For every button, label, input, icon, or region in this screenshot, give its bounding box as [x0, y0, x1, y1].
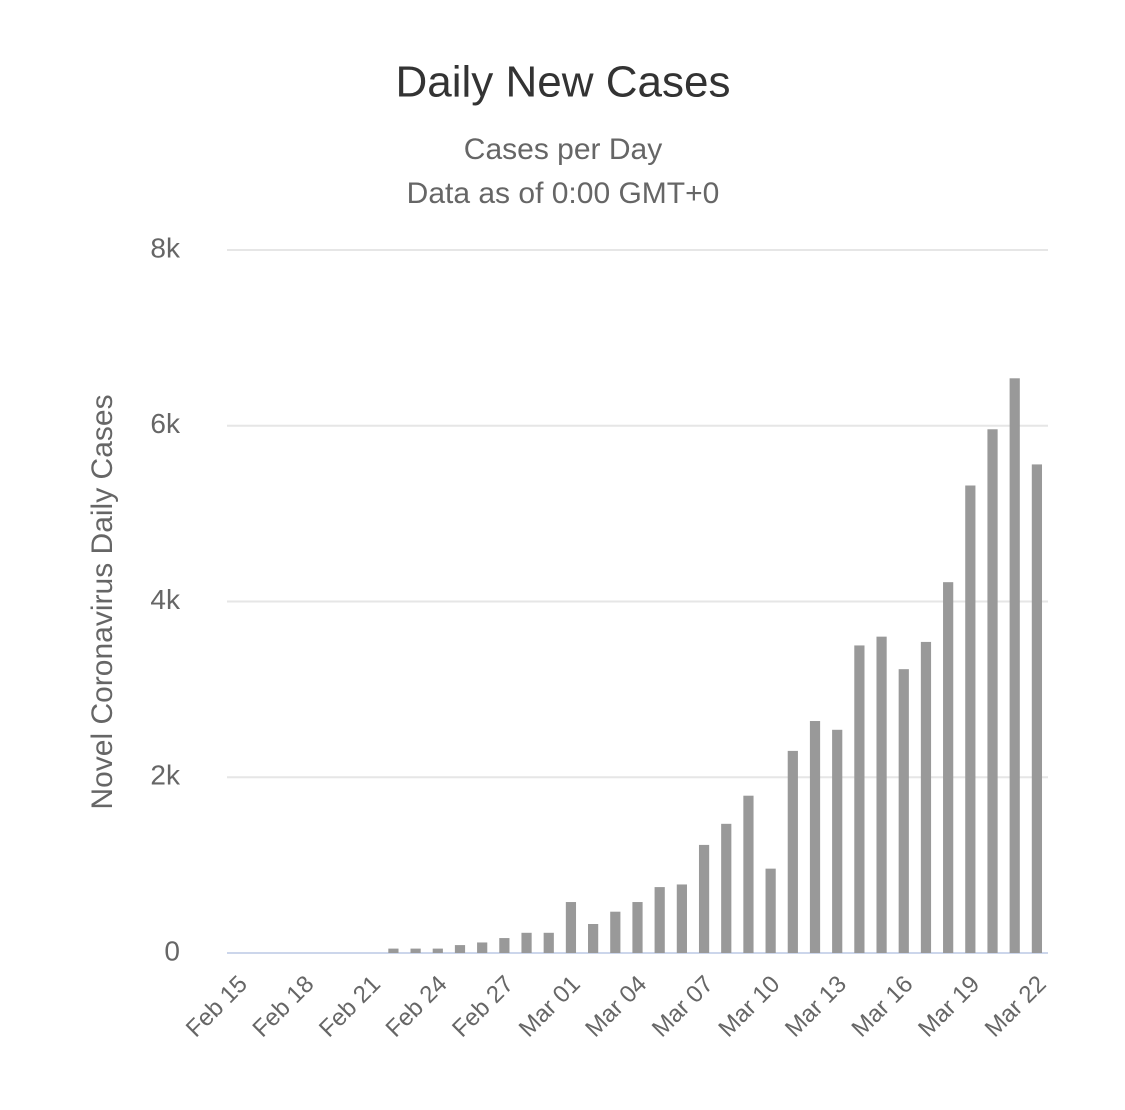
y-tick-label: 2k [150, 760, 181, 791]
bar [743, 795, 754, 953]
bar [809, 721, 821, 953]
bar [454, 945, 466, 953]
y-tick-label: 4k [150, 584, 181, 615]
bar [898, 669, 909, 953]
bar [388, 948, 399, 953]
bar [765, 868, 776, 953]
bar [698, 844, 710, 953]
bar [676, 884, 687, 953]
chart-title: Daily New Cases [396, 58, 731, 107]
bar [521, 932, 532, 953]
y-tick-label: 0 [164, 935, 180, 966]
bar [721, 823, 732, 953]
bar [920, 641, 932, 953]
bar [787, 750, 798, 953]
bar [410, 948, 421, 953]
y-axis-label: Novel Coronavirus Daily Cases [86, 394, 119, 809]
bar [832, 729, 843, 953]
bar [477, 942, 488, 953]
bar [965, 485, 976, 953]
bar [876, 636, 887, 953]
y-tick-label: 6k [150, 408, 181, 439]
bar [943, 582, 954, 953]
bar [1009, 378, 1020, 953]
y-tick-label: 8k [150, 232, 181, 263]
bar [543, 932, 554, 953]
chart-subtitle: Data as of 0:00 GMT+0 [407, 177, 720, 210]
bar [654, 887, 665, 953]
bar [499, 938, 510, 953]
bar [588, 924, 599, 953]
bar [854, 645, 865, 953]
bar [632, 902, 643, 953]
chart-subtitle: Cases per Day [464, 133, 662, 166]
bar [610, 911, 621, 953]
bar [432, 948, 443, 953]
bar [565, 902, 577, 953]
bar [1031, 464, 1043, 953]
bar [987, 429, 998, 953]
